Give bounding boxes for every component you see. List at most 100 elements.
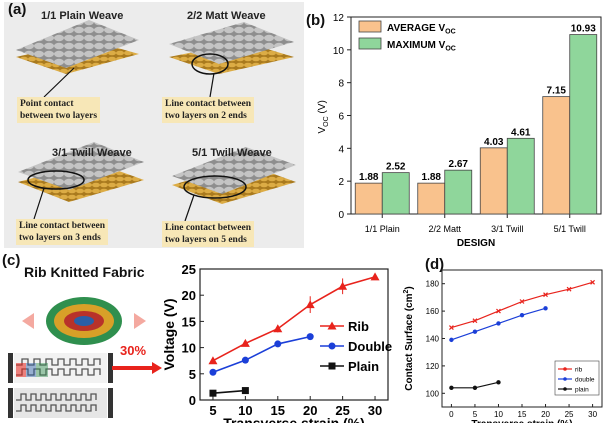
- weave-title-twill31: 3/1 Twill Weave: [52, 147, 132, 159]
- strain-30-label: 30%: [120, 343, 147, 358]
- bar-value-label: 1.88: [359, 172, 379, 183]
- matt-weave-fabric: [169, 22, 294, 75]
- y-tick-label: 4: [338, 144, 344, 155]
- stretched-knit-diagram: [8, 353, 162, 383]
- panel-label-c: (c): [2, 252, 21, 269]
- bar-value-label: 10.93: [571, 24, 596, 35]
- bar: [444, 169, 473, 215]
- bar: [354, 182, 383, 215]
- legend-label: double: [575, 377, 595, 384]
- bar-value-label: 1.88: [422, 172, 442, 183]
- bar: [506, 137, 535, 215]
- series-line: [212, 276, 376, 362]
- bar-value-label: 7.15: [547, 86, 567, 97]
- y-axis-label: Voltage (V): [161, 298, 177, 370]
- voc-bar-chart: 0 2 4 6 8 10 12 1/1 Plain 1.88 2.52 2/2 Matt 1.88 2.…: [317, 13, 602, 248]
- data-point: [306, 333, 314, 341]
- x-tick-label: 25: [335, 403, 349, 418]
- x-tick-label: 2/2 Matt: [428, 224, 461, 234]
- legend-label: rib: [575, 367, 583, 374]
- panel-label-b: (b): [306, 12, 326, 29]
- data-point: [496, 321, 501, 326]
- legend-swatch: [358, 37, 382, 50]
- legend-label: plain: [575, 387, 589, 394]
- bar-value-label: 2.67: [449, 159, 469, 170]
- data-point: [273, 324, 283, 333]
- panel-a-weave-structures: 1/1 Plain Weave 2/2 Matt Weave 3/1 Twill…: [4, 1, 304, 248]
- series-line: [451, 281, 593, 329]
- x-tick-label: 10: [238, 403, 252, 418]
- x-tick-label: 25: [565, 410, 574, 419]
- y-axis-label: Contact Surface (cm2): [403, 286, 415, 391]
- y-tick-label: 5: [189, 367, 196, 382]
- rib-knitted-title: Rib Knitted Fabric: [24, 264, 145, 280]
- legend-label: MAXIMUM VOC: [387, 40, 456, 53]
- y-axis-label: VOC (V): [317, 100, 330, 133]
- x-tick-label: 20: [303, 403, 317, 418]
- data-point: [241, 356, 249, 364]
- data-point: [449, 385, 454, 391]
- data-point: [338, 281, 348, 290]
- x-axis-label: Transverse strain (%): [223, 415, 365, 423]
- contact-surface-chart: 100 120 140 160 180 0 5 10 15 20 25 30 Transverse st…: [403, 269, 603, 423]
- data-point: [370, 272, 380, 281]
- callout-twill51: Line contact between two layers on 5 end…: [162, 221, 255, 247]
- callout-plain: Point contact between two layers: [17, 97, 101, 123]
- y-tick-label: 25: [182, 262, 196, 277]
- data-point: [241, 387, 249, 395]
- panel-label-d: (d): [425, 256, 445, 273]
- y-tick-label: 8: [338, 79, 344, 90]
- bar: [417, 182, 446, 215]
- y-tick-label: 20: [182, 288, 196, 303]
- y-tick-label: 10: [182, 341, 196, 356]
- data-point: [208, 356, 218, 365]
- callout-matt: Line contact between two layers on 2 end…: [162, 97, 255, 123]
- panel-label-a: (a): [8, 1, 27, 18]
- weave-title-twill51: 5/1 Twill Weave: [192, 147, 272, 159]
- y-tick-label: 2: [338, 177, 344, 188]
- relaxed-knit-diagram: [8, 388, 113, 418]
- series-line: [212, 389, 246, 394]
- twill31-fabric: [18, 142, 144, 202]
- y-tick-label: 10: [333, 46, 345, 57]
- x-tick-label: 5: [209, 403, 216, 418]
- y-tick-label: 12: [333, 13, 345, 24]
- y-tick-label: 120: [426, 362, 440, 371]
- knit-3d-model: [46, 297, 122, 345]
- y-tick-label: 0: [338, 210, 344, 221]
- x-axis-label: DESIGN: [457, 238, 495, 248]
- bar: [479, 147, 508, 215]
- data-point: [449, 337, 454, 343]
- x-tick-label: 30: [368, 403, 382, 418]
- x-axis-label: Transverse strain (%): [471, 419, 572, 423]
- bar-value-label: 2.52: [386, 162, 406, 173]
- data-point: [209, 368, 217, 376]
- x-tick-label: 1/1 Plain: [365, 224, 400, 234]
- data-point: [209, 389, 217, 397]
- data-point: [496, 380, 501, 385]
- data-point: [566, 286, 572, 292]
- y-tick-label: 100: [426, 389, 440, 398]
- plain-weave-fabric: [16, 20, 139, 74]
- data-point: [472, 318, 478, 324]
- twill51-fabric: [172, 147, 296, 204]
- right-stretch-arrow-icon: [134, 313, 146, 329]
- bar-value-label: 4.03: [484, 137, 504, 148]
- weave-title-matt: 2/2 Matt Weave: [187, 10, 266, 22]
- x-tick-label: 20: [541, 410, 550, 419]
- callout-twill31: Line contact between two layers on 3 end…: [16, 219, 109, 245]
- x-tick-label: 5: [473, 410, 478, 419]
- data-point: [448, 325, 454, 330]
- weave-illustrations: [16, 20, 296, 222]
- rib-knit-illustration: [8, 297, 162, 418]
- data-point: [519, 313, 525, 318]
- data-point: [305, 300, 315, 309]
- y-tick-label: 180: [426, 280, 440, 289]
- x-tick-label: 3/1 Twill: [491, 224, 523, 234]
- x-tick-label: 30: [588, 410, 597, 419]
- data-point: [472, 385, 478, 391]
- x-tick-label: 0: [449, 410, 454, 419]
- bar: [569, 34, 598, 215]
- data-point: [543, 306, 548, 311]
